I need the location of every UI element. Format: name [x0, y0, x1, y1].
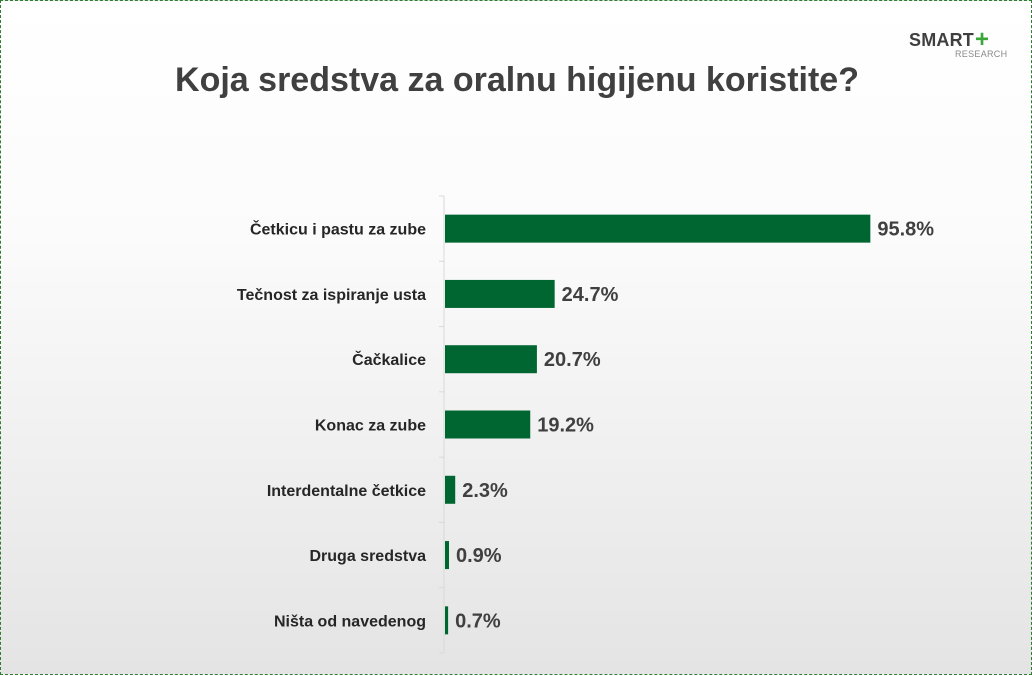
logo-plus-icon: + — [975, 26, 990, 53]
data-label: 95.8% — [877, 219, 934, 241]
bar — [445, 279, 555, 308]
chart-title: Koja sredstva za oralnu higijenu koristi… — [175, 61, 859, 99]
data-label: 0.7% — [455, 610, 501, 632]
bar — [445, 475, 456, 504]
category-label: Interdentalne četkice — [267, 483, 426, 500]
bar — [445, 410, 531, 439]
data-label: 20.7% — [544, 349, 601, 371]
data-label: 2.3% — [462, 480, 508, 502]
bar — [445, 606, 449, 635]
data-label: 0.9% — [456, 545, 502, 567]
bar — [445, 345, 537, 374]
category-label: Tečnost za ispiranje usta — [237, 287, 426, 304]
data-label: 24.7% — [562, 284, 619, 306]
category-label: Druga sredstva — [310, 548, 427, 565]
category-label: Četkicu i pastu za zube — [250, 220, 426, 239]
category-label: Konac za zube — [315, 418, 426, 435]
bar — [445, 214, 871, 243]
category-label: Ništa od navedenog — [274, 613, 426, 630]
category-label: Čačkalice — [352, 350, 426, 369]
smart-research-logo: SMART+ RESEARCH — [909, 26, 1007, 60]
logo-wordmark: SMART — [909, 30, 974, 50]
logo-subtitle: RESEARCH — [955, 49, 1008, 59]
data-label: 19.2% — [537, 415, 594, 437]
bar — [445, 541, 449, 570]
